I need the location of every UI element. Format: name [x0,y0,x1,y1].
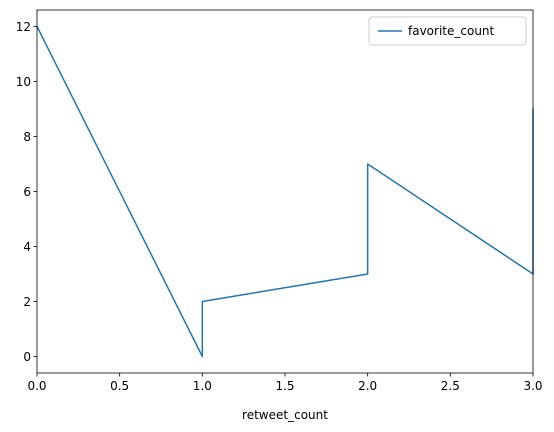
axes-background [37,10,533,373]
y-tick-label: 12 [16,20,31,34]
x-tick-label: 1.0 [193,379,212,393]
y-tick-label: 6 [23,185,31,199]
x-tick-label: 1.5 [275,379,294,393]
x-tick-label: 2.5 [441,379,460,393]
legend: favorite_count [368,16,527,46]
y-tick-label: 10 [16,75,31,89]
y-tick-label: 0 [23,350,31,364]
x-tick-label: 0.5 [110,379,129,393]
x-tick-label: 0.0 [27,379,46,393]
y-tick-label: 8 [23,130,31,144]
x-tick-label: 3.0 [523,379,542,393]
legend-entry-favorite-count: favorite_count [408,24,495,38]
y-tick-label: 2 [23,295,31,309]
y-axis-ticks: 0 2 4 6 8 10 12 [16,20,37,364]
x-axis-ticks: 0.0 0.5 1.0 1.5 2.0 2.5 3.0 [27,373,543,393]
plot-area [35,9,534,374]
x-tick-label: 2.0 [358,379,377,393]
x-axis-label: retweet_count [242,408,328,422]
legend-frame [368,16,527,46]
y-tick-label: 4 [23,240,31,254]
